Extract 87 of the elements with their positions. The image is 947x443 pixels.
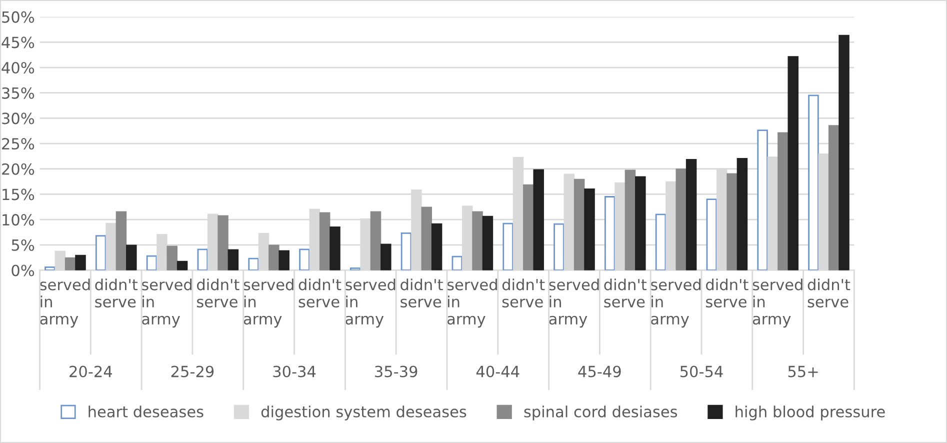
bar [523, 184, 534, 270]
text: 45-49 [578, 366, 621, 378]
y-tick-label: 15% [2, 188, 34, 200]
y-tick-label: 0% [12, 264, 34, 276]
x-tick-label: didn't serve [95, 278, 138, 308]
legend-label: digestion system deseases [261, 406, 466, 420]
bar [655, 214, 666, 270]
bar [299, 248, 310, 270]
bar [218, 215, 228, 270]
text: 20-24 [70, 366, 112, 378]
y-tick-label: 5% [12, 239, 34, 251]
legend-label: high blood pressure [736, 406, 885, 420]
bar [319, 212, 330, 270]
y-tick-label: 25% [2, 138, 34, 150]
bar [502, 222, 514, 270]
bar [533, 169, 544, 270]
bar [584, 188, 595, 270]
bar [166, 246, 178, 270]
text: 25-29 [171, 366, 214, 378]
bar [554, 223, 564, 270]
x-tick-label: served in army [40, 278, 90, 328]
bar [268, 244, 280, 270]
bar [421, 206, 432, 270]
x-tick-label: served in army [142, 278, 192, 328]
bar [676, 168, 687, 270]
text: 30-34 [273, 366, 316, 378]
bar [64, 257, 76, 270]
bar [828, 125, 840, 270]
bar [75, 254, 86, 270]
x-tick-label: didn't serve [197, 278, 240, 308]
y-tick-label: 30% [2, 112, 34, 124]
bar [248, 258, 259, 270]
x-tick-label: didn't serve [808, 278, 850, 308]
bar [146, 255, 158, 270]
x-tick-label: served in army [549, 278, 599, 328]
x-tick-label: didn't serve [604, 278, 647, 308]
y-tick-label: 20% [2, 163, 34, 175]
bar [604, 196, 616, 270]
bar [736, 158, 748, 270]
bar [370, 211, 382, 270]
x-tick-label: didn't serve [298, 278, 342, 308]
x-tick-label: didn't serve [706, 278, 748, 308]
text: 40-44 [476, 366, 520, 378]
x-tick-label: served in army [650, 278, 701, 328]
bar [757, 130, 768, 270]
x-tick-label: didn't serve [400, 278, 443, 308]
bar [431, 223, 442, 270]
text: 50-54 [680, 366, 723, 378]
bar [400, 232, 412, 270]
bar [380, 244, 392, 270]
text: 35-39 [375, 366, 418, 378]
bar [624, 170, 636, 270]
bar [330, 226, 340, 270]
legend-label: spinal cord desiases [524, 406, 678, 420]
bar [838, 34, 850, 270]
y-tick-label: 35% [2, 87, 34, 99]
bar [176, 260, 188, 270]
bar [726, 173, 738, 270]
bar [350, 268, 361, 270]
bar [452, 256, 463, 270]
x-tick-label: didn't serve [502, 278, 545, 308]
x-tick-label: served in army [447, 278, 497, 328]
y-tick-label: 10% [2, 214, 34, 226]
bar [808, 94, 819, 270]
bar [95, 235, 106, 270]
legend-label: heart deseases [88, 406, 204, 418]
y-tick-label: 50% [2, 11, 34, 23]
bar [482, 216, 494, 270]
bar [126, 244, 137, 270]
bar [635, 176, 646, 270]
bar [778, 132, 788, 270]
text: 55+ [788, 366, 818, 378]
bar [472, 211, 483, 270]
bar [686, 159, 697, 270]
bar [197, 248, 208, 270]
bar [44, 266, 56, 270]
y-tick-label: 40% [2, 62, 34, 74]
bar [706, 198, 718, 270]
x-tick-label: served in army [244, 278, 294, 328]
bar [788, 56, 798, 270]
x-tick-label: served in army [346, 278, 396, 328]
bar [228, 249, 239, 270]
bar [116, 211, 127, 270]
x-tick-label: served in army [752, 278, 802, 328]
y-tick-label: 45% [2, 36, 34, 48]
bar [278, 250, 290, 270]
bar [574, 178, 585, 270]
